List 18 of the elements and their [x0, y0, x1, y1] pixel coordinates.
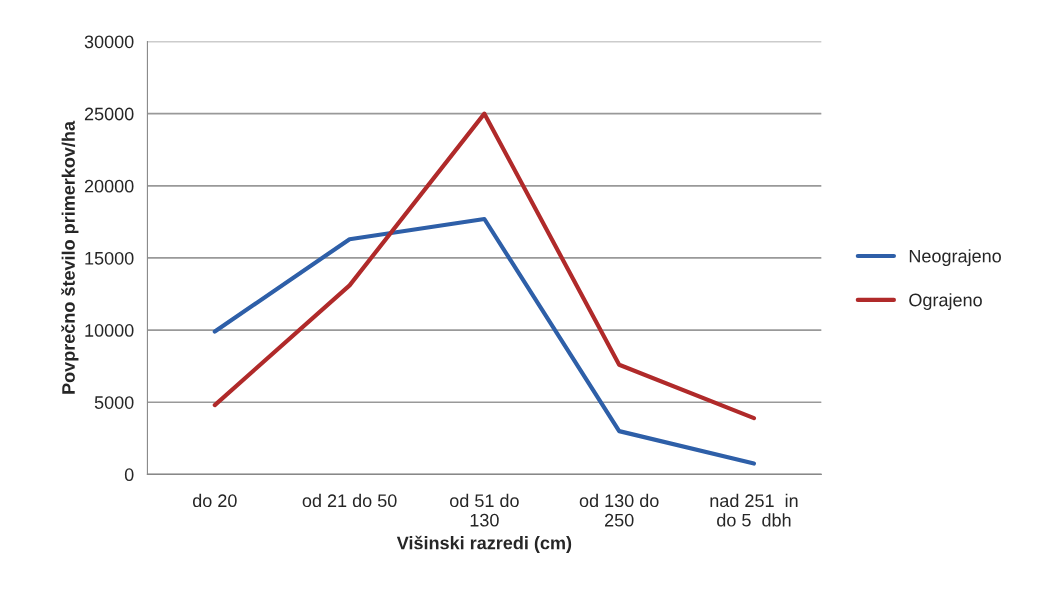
x-tick-label: nad 251 in do 5 dbh	[710, 493, 798, 527]
x-tick-label: od 51 do 130	[450, 493, 519, 527]
y-tick-label: 10000	[85, 324, 134, 337]
y-tick-label: 25000	[84, 107, 134, 121]
x-tick-label: do 20	[192, 493, 237, 508]
y-tick-label: 0	[124, 468, 134, 482]
y-axis-title: Povprečno število primerkov/ha	[61, 120, 79, 394]
x-tick-label: od 21 do 50	[302, 493, 397, 508]
x-axis-title: Višinski razredi (cm)	[396, 535, 572, 553]
y-tick-label: 30000	[84, 35, 134, 49]
legend-label: Neograjeno	[909, 249, 1001, 267]
y-tick-label: 5000	[94, 396, 134, 409]
x-tick-label: od 130 do 250	[579, 493, 659, 527]
legend-label: Ograjeno	[909, 293, 982, 310]
y-tick-label: 15000	[85, 251, 134, 265]
line-series	[212, 111, 757, 421]
line-series	[212, 216, 757, 466]
y-tick-label: 20000	[84, 179, 134, 193]
